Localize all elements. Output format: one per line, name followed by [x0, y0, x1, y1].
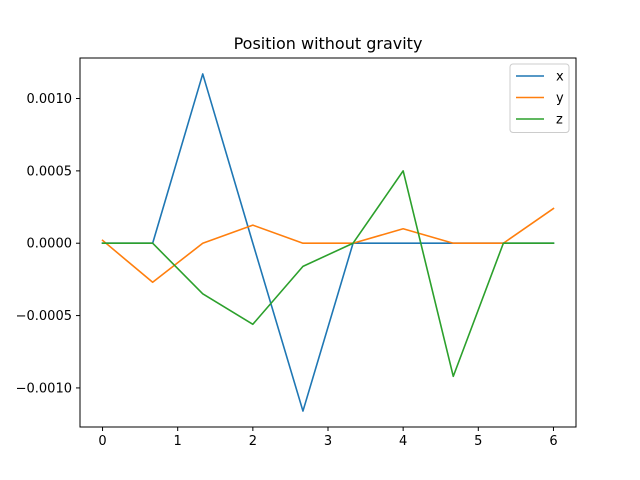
legend-label-y: y — [556, 91, 564, 106]
x-tick-label: 2 — [249, 434, 257, 449]
x-tick-label: 0 — [98, 434, 106, 449]
x-tick-label: 5 — [474, 434, 482, 449]
x-tick-label: 1 — [174, 434, 182, 449]
y-tick-label: 0.0010 — [27, 92, 73, 107]
series-line-y — [101, 207, 555, 284]
legend: xyz — [509, 63, 570, 133]
legend-label-z: z — [556, 113, 563, 128]
y-tick-label: −0.0005 — [16, 309, 72, 324]
legend-label-x: x — [556, 70, 564, 85]
x-tick-label: 4 — [399, 434, 407, 449]
y-tick-label: 0.0005 — [27, 164, 73, 179]
x-tick-label: 6 — [549, 434, 557, 449]
x-tick-label: 3 — [324, 434, 332, 449]
y-tick-label: −0.0010 — [16, 381, 72, 396]
axes-frame — [79, 57, 577, 428]
y-tick-label: 0.0000 — [27, 237, 73, 252]
series-line-z — [101, 170, 555, 378]
chart-title: Position without gravity — [234, 34, 423, 53]
plot-area: 0 1 2 3 4 5 6 −0.0010 −0.0005 0.0000 0.0005 0.0010 — [16, 73, 558, 449]
